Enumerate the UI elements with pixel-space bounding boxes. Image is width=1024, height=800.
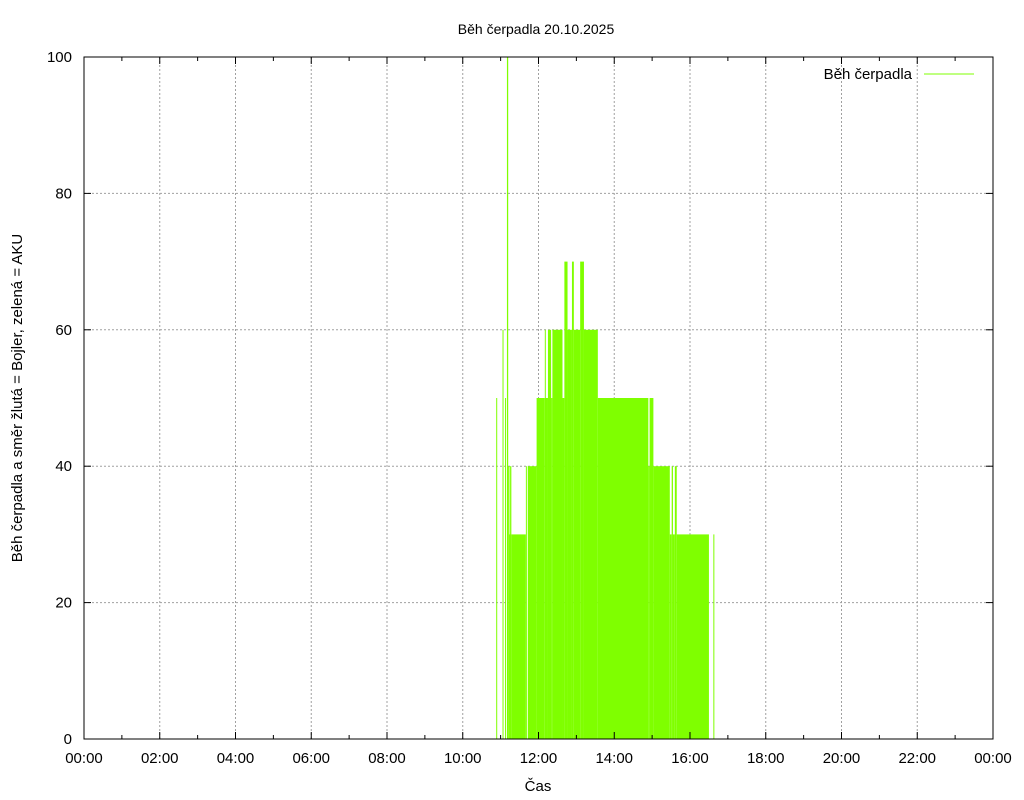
data-bar — [580, 261, 584, 739]
data-bar — [597, 398, 649, 739]
data-bar — [508, 466, 510, 739]
data-bar — [506, 57, 509, 739]
data-bar — [505, 398, 507, 739]
data-bar — [527, 466, 529, 739]
data-bar — [509, 534, 511, 739]
data-bar — [571, 261, 574, 739]
x-tick-label: 22:00 — [898, 750, 936, 767]
x-tick-label: 02:00 — [141, 750, 179, 767]
data-bar — [564, 261, 568, 739]
x-tick-label: 10:00 — [444, 750, 482, 767]
x-tick-label: 12:00 — [520, 750, 558, 767]
y-tick-label: 20 — [55, 595, 72, 612]
legend: Běh čerpadla — [824, 66, 974, 83]
data-bar — [551, 398, 553, 739]
y-tick-label: 0 — [64, 731, 72, 748]
x-tick-label: 00:00 — [974, 750, 1012, 767]
x-tick-label: 20:00 — [823, 750, 861, 767]
bars-group — [496, 57, 715, 739]
data-bar — [528, 466, 537, 739]
data-bar — [552, 329, 563, 739]
chart-title: Běh čerpadla 20.10.2025 — [458, 21, 615, 37]
data-bar — [653, 466, 670, 739]
data-bar — [536, 398, 545, 739]
legend-label: Běh čerpadla — [824, 66, 913, 83]
data-bar — [567, 329, 572, 739]
data-bar — [672, 534, 675, 739]
plot-frame — [83, 56, 994, 740]
x-tick-label: 06:00 — [292, 750, 330, 767]
data-bar — [545, 398, 548, 739]
data-bar — [562, 398, 565, 739]
data-bar — [510, 466, 512, 739]
data-bar — [502, 329, 504, 739]
data-bar — [669, 534, 672, 739]
y-tick-label: 40 — [55, 458, 72, 475]
data-bar — [671, 466, 673, 739]
data-bar — [544, 329, 546, 739]
data-bar — [525, 466, 527, 739]
ticks-group: 00:00 02:00 04:00 06:00 08:00 10:00 12:00 14:00… — [47, 49, 1012, 767]
data-bar — [573, 329, 581, 739]
y-tick-label: 100 — [47, 49, 72, 66]
data-bar — [649, 398, 654, 739]
x-tick-label: 08:00 — [368, 750, 406, 767]
data-bar — [648, 466, 650, 739]
x-tick-label: 14:00 — [595, 750, 633, 767]
y-tick-label: 60 — [55, 322, 72, 339]
data-bar — [511, 534, 526, 739]
y-tick-label: 80 — [55, 185, 72, 202]
data-bar — [583, 329, 598, 739]
data-bar — [547, 329, 552, 739]
x-tick-label: 18:00 — [747, 750, 785, 767]
x-tick-label: 04:00 — [217, 750, 255, 767]
data-bar — [713, 534, 715, 739]
data-bar — [496, 398, 498, 739]
x-tick-label: 16:00 — [671, 750, 709, 767]
x-tick-label: 00:00 — [65, 750, 103, 767]
y-axis-label: Běh čerpadla a směr žlutá = Bojler, zele… — [9, 234, 26, 563]
data-bar — [674, 466, 677, 739]
x-axis-label: Čas — [525, 778, 552, 795]
data-bar — [676, 534, 709, 739]
